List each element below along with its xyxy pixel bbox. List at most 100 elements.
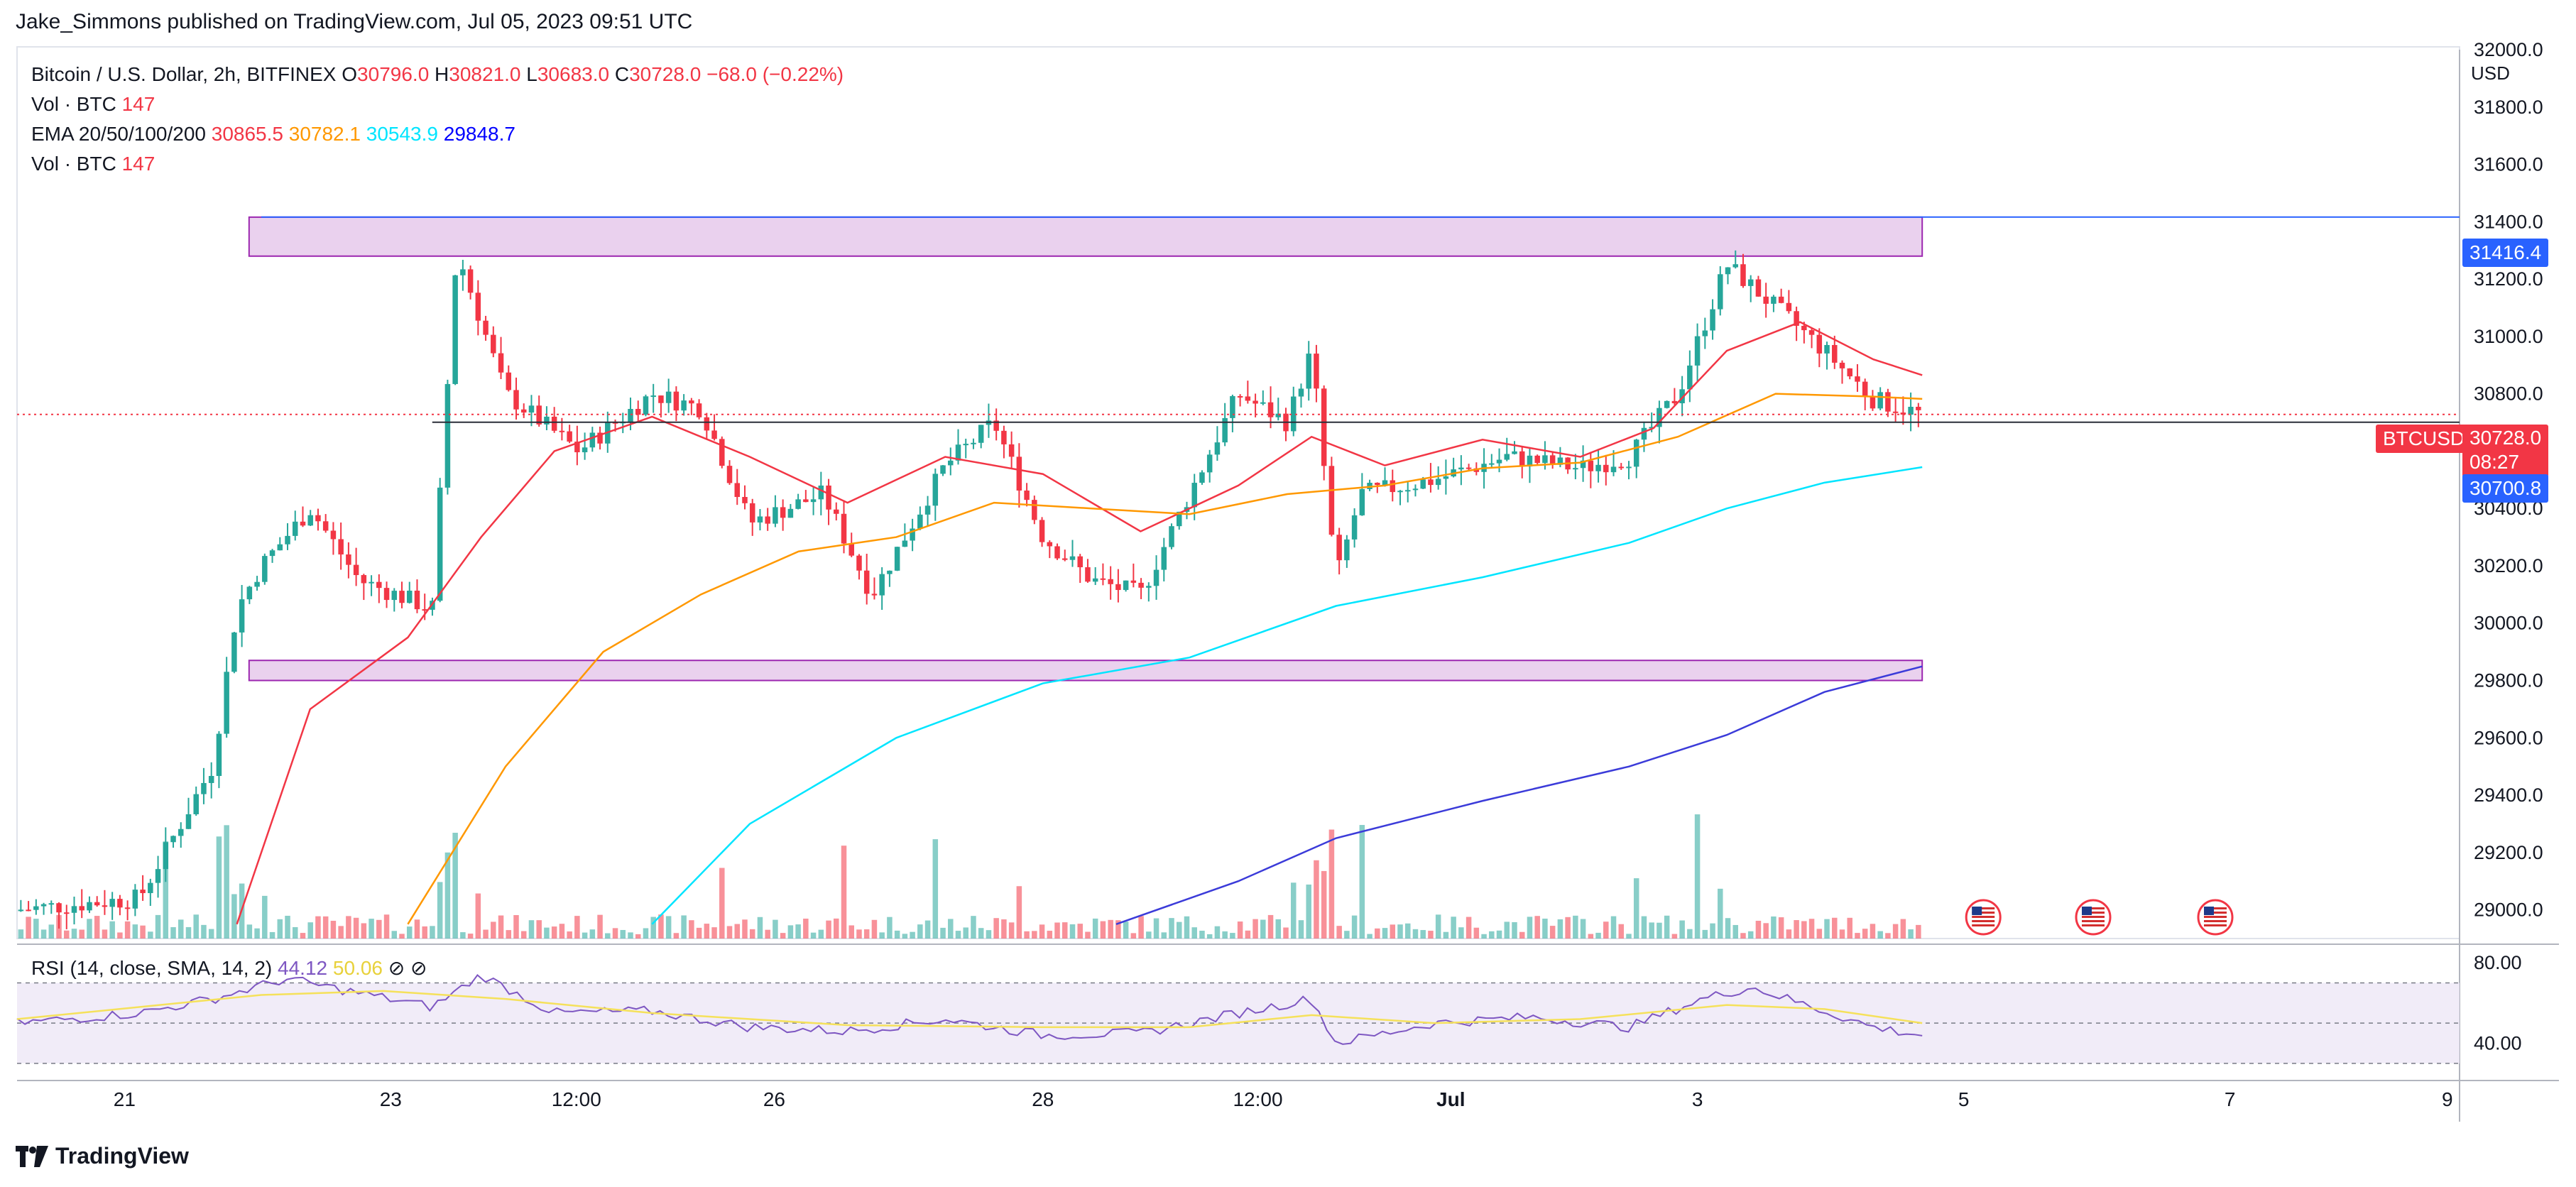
volume-bar <box>1412 929 1419 939</box>
volume-bar <box>48 924 55 939</box>
candle <box>1877 392 1883 409</box>
volume-bar <box>1108 919 1113 939</box>
chart-legend: Bitcoin / U.S. Dollar, 2h, BITFINEX O307… <box>31 60 844 179</box>
volume-bar <box>383 914 390 939</box>
volume-bar <box>635 934 641 939</box>
volume-bar <box>1557 919 1563 939</box>
candle <box>1024 490 1030 500</box>
volume-bar <box>1344 931 1350 939</box>
visibility-icon-2[interactable]: ⊘ <box>410 957 427 979</box>
us-flag-stripe <box>2082 907 2105 909</box>
volume-bar <box>1024 931 1030 939</box>
candle <box>1275 413 1282 417</box>
volume-bar <box>1847 917 1852 939</box>
candle <box>1336 535 1342 561</box>
candle <box>1359 488 1365 515</box>
candle <box>536 405 542 425</box>
candle <box>1595 464 1601 471</box>
volume-legend-1[interactable]: Vol · BTC 147 <box>31 93 155 115</box>
volume-bar <box>1519 931 1525 939</box>
us-flag-canton <box>2082 907 2092 915</box>
volume-bar <box>673 933 680 939</box>
rsi-pane <box>16 974 2460 1064</box>
volume-bar <box>1115 920 1121 939</box>
price-tick-label: 31200.0 <box>2474 268 2543 290</box>
us-flag-canton <box>1972 907 1982 915</box>
volume-bar <box>1458 927 1464 939</box>
volume-bar <box>369 919 374 939</box>
candle <box>338 539 344 554</box>
volume-bar <box>1336 926 1342 939</box>
volume-bar <box>467 934 474 939</box>
volume-bar <box>163 841 169 939</box>
candle <box>262 556 268 582</box>
candle <box>818 485 824 500</box>
volume-bar <box>307 922 313 939</box>
volume-bar <box>64 930 70 939</box>
volume-bar <box>1504 921 1510 939</box>
volume-bar <box>1740 933 1746 939</box>
volume-bar <box>1351 915 1358 939</box>
candle <box>33 906 39 910</box>
us-flag-event-icon <box>2075 899 2112 936</box>
candle <box>628 409 633 422</box>
time-tick-label: 12:00 <box>552 1088 601 1110</box>
candle <box>1855 376 1860 382</box>
candle <box>1870 395 1876 409</box>
candle <box>1153 569 1159 586</box>
price-tick-label: 29000.0 <box>2474 899 2543 921</box>
price-tick-label: 29600.0 <box>2474 727 2543 748</box>
symbol-name[interactable]: Bitcoin / U.S. Dollar, 2h, BITFINEX <box>31 63 337 85</box>
price-tick-label: 29200.0 <box>2474 842 2543 863</box>
volume-bar <box>1542 918 1548 939</box>
candle <box>1710 309 1715 331</box>
volume-bar <box>361 923 367 939</box>
volume-bar <box>567 931 572 939</box>
price-tick-label: 31800.0 <box>2474 97 2543 118</box>
ema-legend[interactable]: EMA 20/50/100/200 30865.5 30782.1 30543.… <box>31 123 515 145</box>
candle <box>1252 400 1258 404</box>
price-tick-label: 32000.0 <box>2474 39 2543 60</box>
candle <box>346 554 351 565</box>
candle <box>1892 411 1899 413</box>
candle <box>1519 451 1525 467</box>
candle <box>163 842 169 870</box>
volume-bar <box>1039 924 1045 939</box>
publisher-line: Jake_Simmons published on TradingView.co… <box>16 10 693 33</box>
candle <box>528 405 535 413</box>
volume-bar <box>1077 924 1083 939</box>
volume-bar <box>551 926 557 939</box>
volume-bar <box>1732 924 1739 939</box>
candle <box>711 430 717 439</box>
candle <box>231 632 237 672</box>
volume-bar <box>834 918 839 939</box>
candle <box>71 906 77 913</box>
candle <box>597 432 603 444</box>
volume-legend-2[interactable]: Vol · BTC 147 <box>31 153 155 175</box>
horizontal-lines <box>17 216 2460 423</box>
candle <box>971 442 976 444</box>
volume-bar <box>1245 930 1251 939</box>
volume-bar <box>894 930 900 939</box>
candle <box>1580 460 1586 469</box>
tradingview-brand[interactable]: TradingView <box>16 1143 189 1169</box>
us-flag-stripe <box>1972 924 1995 926</box>
candle <box>1801 325 1807 331</box>
candle <box>1176 511 1182 527</box>
candle <box>1725 267 1731 275</box>
candle <box>1314 354 1319 389</box>
candle <box>780 507 786 518</box>
rsi-legend[interactable]: RSI (14, close, SMA, 14, 2) 44.12 50.06 … <box>31 957 427 979</box>
volume-bar <box>810 932 817 939</box>
volume-bar <box>1184 916 1190 939</box>
candle <box>1435 478 1441 486</box>
candle <box>1039 520 1045 542</box>
candle <box>1747 279 1754 286</box>
volume-bar <box>346 916 351 939</box>
visibility-icon[interactable]: ⊘ <box>388 957 405 979</box>
candle <box>1443 476 1449 479</box>
volume-bar <box>1778 917 1784 939</box>
candle <box>673 391 680 411</box>
volume-bar <box>818 929 824 939</box>
